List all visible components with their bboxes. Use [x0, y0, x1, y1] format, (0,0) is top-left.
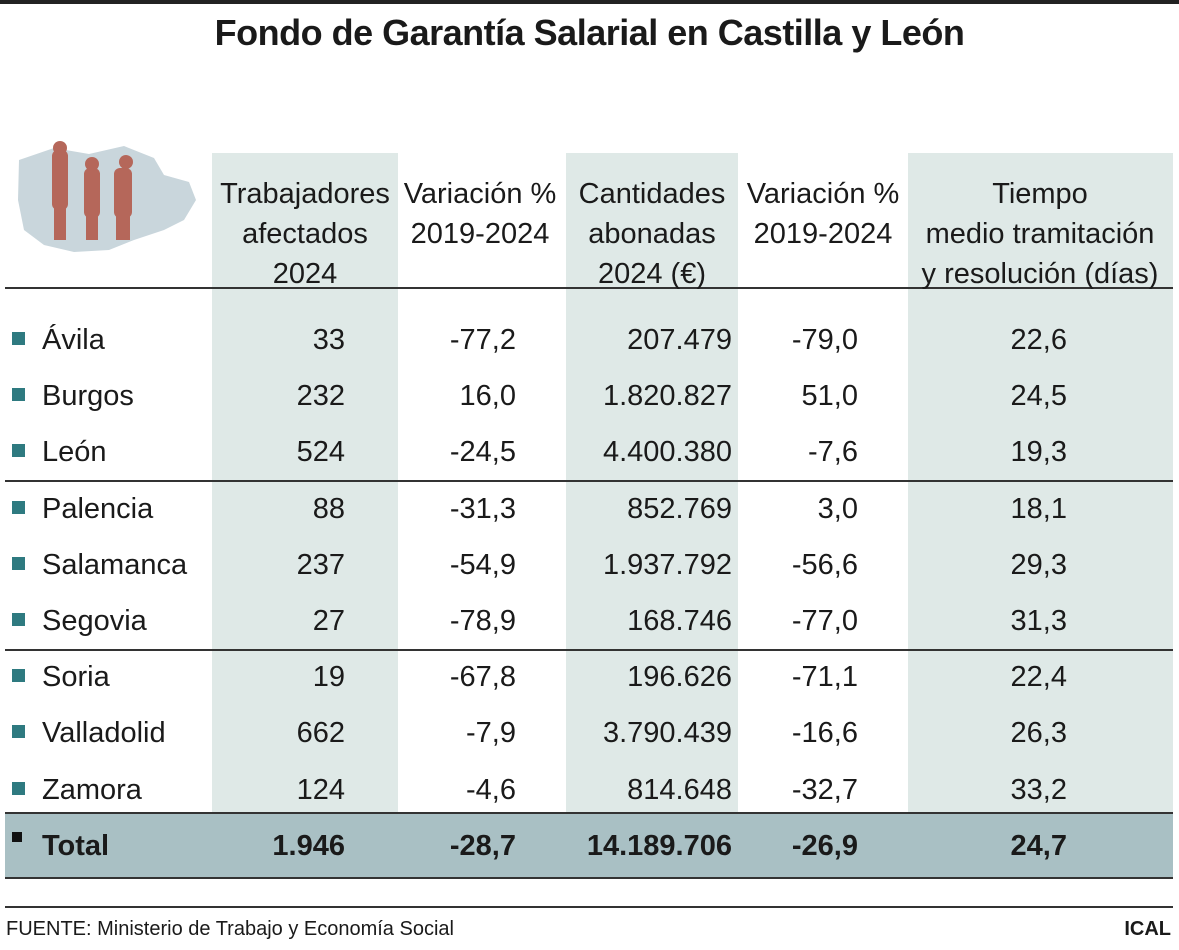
row-marker [12, 388, 25, 402]
column-header: Variación % [746, 178, 900, 210]
row-marker [12, 556, 25, 570]
cell: -56,6 [791, 548, 858, 581]
cell: -54,9 [449, 548, 516, 581]
cell: -77,2 [449, 324, 516, 356]
cell: 88 [312, 492, 345, 525]
cell: -31,3 [449, 492, 516, 525]
column-header: abonadas [588, 218, 716, 250]
row-marker [12, 500, 25, 514]
map-icon [18, 141, 196, 252]
cell: 51,0 [801, 380, 858, 413]
cell: 16,0 [459, 380, 516, 413]
cell: 19 [312, 661, 345, 694]
column-header: afectados [242, 218, 368, 250]
cell: 232 [296, 380, 345, 413]
total-cell: -28,7 [449, 830, 516, 862]
row-marker [12, 725, 25, 739]
column-header: 2019-2024 [753, 218, 893, 250]
row-label: Ávila [42, 324, 105, 356]
total-cell: 14.189.706 [586, 830, 732, 862]
cell: 3.790.439 [602, 717, 732, 750]
cell: 18,1 [1010, 492, 1067, 525]
group-rule [5, 480, 1173, 483]
row-marker [12, 444, 25, 458]
cell: 168.746 [627, 605, 732, 637]
cell: 207.479 [627, 324, 732, 356]
rule [5, 877, 1173, 879]
shade [212, 153, 398, 813]
cell: -24,5 [449, 436, 516, 469]
title: Fondo de Garantía Salarial en Castilla y… [214, 12, 965, 53]
cell: 124 [296, 773, 345, 806]
column-header: Cantidades [578, 178, 726, 210]
cell: -77,0 [791, 605, 858, 637]
column-header: Tiempo [992, 178, 1088, 210]
header-rule [5, 287, 1173, 289]
cell: 27 [312, 605, 345, 637]
cell: -7,9 [466, 717, 516, 750]
row-label: Zamora [42, 773, 142, 806]
row-label: Burgos [42, 380, 134, 413]
cell: 4.400.380 [602, 436, 732, 469]
row-marker [12, 332, 25, 345]
cell: 33 [312, 324, 345, 356]
column-header: 2019-2024 [410, 218, 550, 250]
row-label: Soria [42, 661, 110, 694]
rule [5, 812, 1173, 814]
row-label: Segovia [42, 605, 147, 637]
shade [566, 153, 738, 813]
cell: -67,8 [449, 661, 516, 694]
column-header: y resolución (días) [921, 258, 1159, 290]
cell: -71,1 [791, 661, 858, 694]
total-label: Total [42, 830, 110, 862]
cell: 26,3 [1010, 717, 1067, 750]
cell: 31,3 [1010, 605, 1067, 637]
cell: 1.937.792 [602, 548, 732, 581]
cell: 662 [296, 717, 345, 750]
total-cell: 24,7 [1010, 830, 1067, 862]
cell: -7,6 [808, 436, 858, 469]
cell: -4,6 [466, 773, 516, 806]
row-marker [12, 781, 25, 795]
top-rule [0, 0, 1179, 4]
cell: 3,0 [817, 492, 858, 525]
cell: -79,0 [791, 324, 858, 356]
shade [908, 153, 1173, 813]
cell: 24,5 [1010, 380, 1067, 413]
row-label: León [42, 436, 107, 469]
total-marker [12, 832, 22, 842]
credit: ICAL [1124, 918, 1171, 940]
column-header: Variación % [403, 178, 557, 210]
column-header: Trabajadores [220, 178, 390, 210]
row-label: Valladolid [42, 717, 166, 750]
cell: 1.820.827 [602, 380, 732, 413]
cell: -78,9 [449, 605, 516, 637]
row-marker [12, 669, 25, 683]
cell: 237 [296, 548, 345, 581]
cell: -32,7 [791, 773, 858, 806]
row-label: Salamanca [42, 548, 188, 581]
group-rule [5, 649, 1173, 651]
row-label: Palencia [42, 492, 154, 525]
column-header: medio tramitación [925, 218, 1155, 250]
row-marker [12, 613, 25, 626]
column-header: 2024 (€) [597, 258, 706, 290]
source: FUENTE: Ministerio de Trabajo y Economía… [6, 918, 454, 940]
rule [5, 906, 1173, 908]
total-cell: -26,9 [791, 830, 858, 862]
cell: -16,6 [791, 717, 858, 750]
cell: 524 [296, 436, 345, 469]
cell: 22,4 [1010, 661, 1067, 694]
cell: 196.626 [627, 661, 732, 694]
cell: 19,3 [1010, 436, 1067, 469]
total-bg [5, 813, 1173, 877]
cell: 814.648 [627, 773, 732, 806]
cell: 22,6 [1010, 324, 1067, 356]
cell: 33,2 [1010, 773, 1067, 806]
total-cell: 1.946 [272, 830, 345, 862]
cell: 29,3 [1010, 548, 1067, 581]
cell: 852.769 [627, 492, 732, 525]
column-header: 2024 [272, 258, 338, 290]
